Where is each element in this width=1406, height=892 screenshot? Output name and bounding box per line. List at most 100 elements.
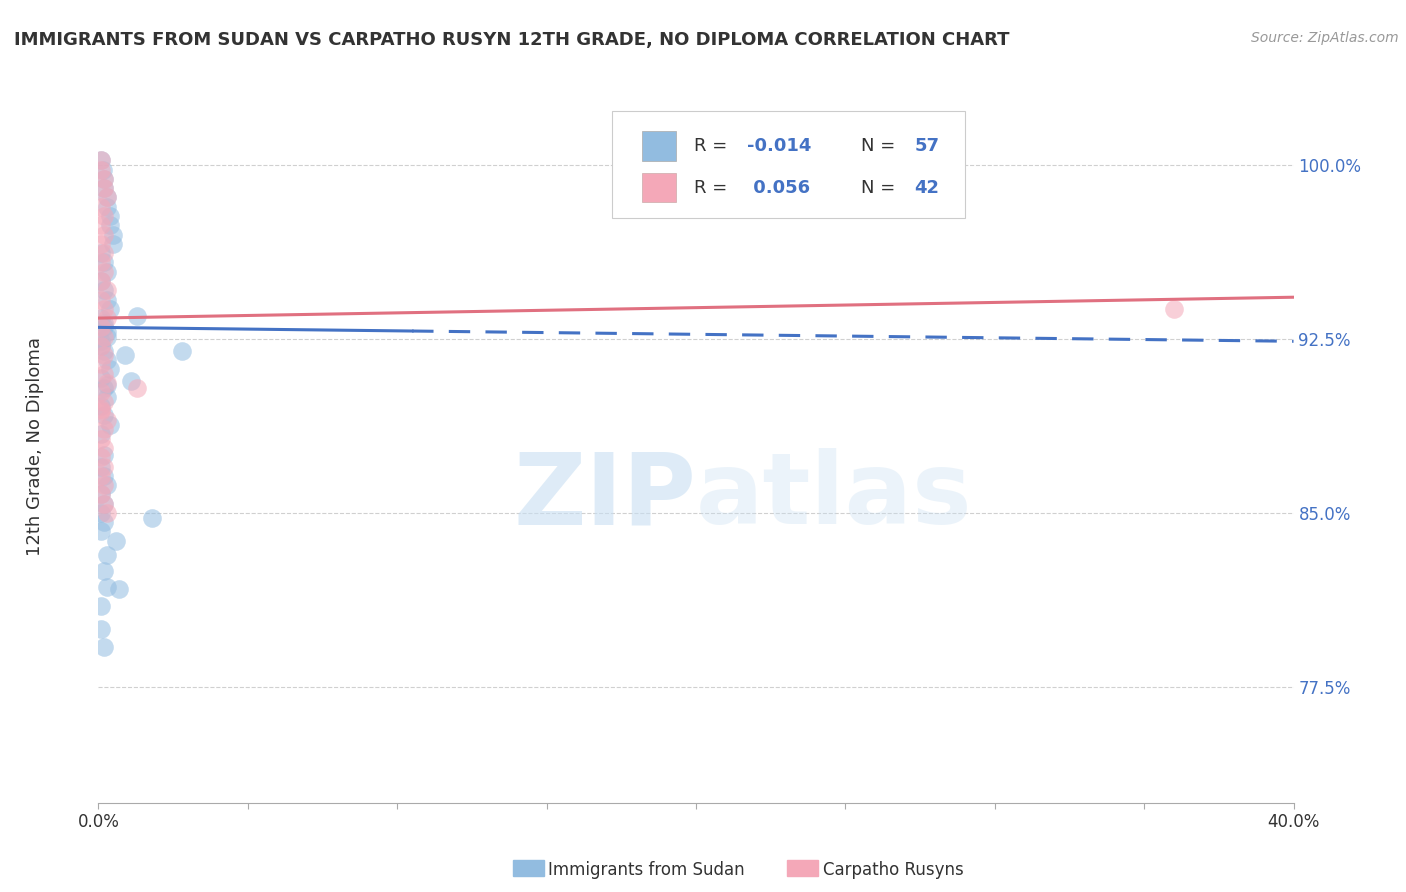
Point xyxy=(93,181,115,195)
Point xyxy=(90,524,112,539)
Point xyxy=(93,497,115,511)
Point xyxy=(93,515,115,529)
Point xyxy=(96,293,118,307)
Text: -0.014: -0.014 xyxy=(748,137,811,155)
Text: ZIP: ZIP xyxy=(513,448,696,545)
Point xyxy=(96,283,118,297)
Point xyxy=(93,209,115,223)
Text: 57: 57 xyxy=(915,137,939,155)
Point xyxy=(93,283,115,297)
Point xyxy=(90,371,112,385)
Text: 0.056: 0.056 xyxy=(748,178,810,197)
Point xyxy=(93,227,115,242)
Point xyxy=(90,339,112,353)
Point xyxy=(90,162,112,177)
Point xyxy=(96,190,118,204)
Point xyxy=(93,448,115,462)
Point xyxy=(96,376,118,390)
Point xyxy=(91,162,114,177)
Point xyxy=(93,468,115,483)
Point xyxy=(90,468,112,483)
Point xyxy=(96,200,118,214)
Point xyxy=(96,311,118,326)
Point xyxy=(93,381,115,395)
Point xyxy=(93,422,115,436)
Point xyxy=(127,381,149,395)
Point xyxy=(90,385,112,400)
Text: Carpatho Rusyns: Carpatho Rusyns xyxy=(823,861,963,879)
Point xyxy=(93,320,115,334)
Point xyxy=(127,309,149,323)
Text: N =: N = xyxy=(860,178,901,197)
Point xyxy=(93,301,115,316)
Point xyxy=(103,236,125,251)
Point xyxy=(93,172,115,186)
Point xyxy=(90,506,112,520)
Point xyxy=(90,427,112,442)
Bar xyxy=(643,173,676,202)
Point xyxy=(90,311,112,326)
Point xyxy=(98,362,122,376)
Point xyxy=(98,219,122,233)
Text: IMMIGRANTS FROM SUDAN VS CARPATHO RUSYN 12TH GRADE, NO DIPLOMA CORRELATION CHART: IMMIGRANTS FROM SUDAN VS CARPATHO RUSYN … xyxy=(14,31,1010,49)
Point xyxy=(90,487,112,501)
Point xyxy=(93,409,115,423)
Point xyxy=(93,441,115,455)
Point xyxy=(93,478,115,492)
Point xyxy=(98,209,122,223)
Point xyxy=(90,459,112,474)
Point xyxy=(96,580,118,594)
Point xyxy=(96,329,118,343)
Text: Immigrants from Sudan: Immigrants from Sudan xyxy=(548,861,745,879)
Point xyxy=(93,246,115,260)
Point xyxy=(90,358,112,372)
Point xyxy=(96,378,118,392)
Point xyxy=(93,172,115,186)
Point xyxy=(90,599,112,613)
Point xyxy=(108,582,131,597)
Point xyxy=(90,255,112,269)
Point xyxy=(90,339,112,353)
Point xyxy=(172,343,194,358)
Point xyxy=(90,219,112,233)
Point xyxy=(96,190,118,204)
Point xyxy=(90,274,112,288)
Point xyxy=(90,236,112,251)
Text: Source: ZipAtlas.com: Source: ZipAtlas.com xyxy=(1251,31,1399,45)
Point xyxy=(93,367,115,381)
Text: 42: 42 xyxy=(915,178,939,197)
Point xyxy=(90,432,112,446)
Point xyxy=(90,153,112,168)
Point xyxy=(96,265,118,279)
Text: atlas: atlas xyxy=(696,448,973,545)
Point xyxy=(96,506,118,520)
Point xyxy=(93,316,115,330)
Point xyxy=(93,348,115,362)
Point xyxy=(90,450,112,465)
Point xyxy=(93,343,115,358)
Point xyxy=(90,293,112,307)
Point xyxy=(93,640,115,655)
Point xyxy=(103,227,125,242)
Point xyxy=(1163,301,1185,316)
Point xyxy=(96,352,118,367)
Point xyxy=(98,301,122,316)
Point xyxy=(98,417,122,432)
Point xyxy=(90,404,112,418)
Point xyxy=(90,200,112,214)
Text: 12th Grade, No Diploma: 12th Grade, No Diploma xyxy=(27,336,44,556)
Point xyxy=(93,497,115,511)
Point xyxy=(90,246,112,260)
Point xyxy=(90,274,112,288)
Point xyxy=(90,401,112,416)
Point xyxy=(93,394,115,409)
Point xyxy=(114,348,136,362)
Point xyxy=(90,334,112,349)
Point xyxy=(90,622,112,636)
Point xyxy=(93,459,115,474)
Point xyxy=(96,325,118,339)
Point xyxy=(90,320,112,334)
FancyBboxPatch shape xyxy=(612,111,965,219)
Point xyxy=(96,390,118,404)
Point xyxy=(90,399,112,413)
